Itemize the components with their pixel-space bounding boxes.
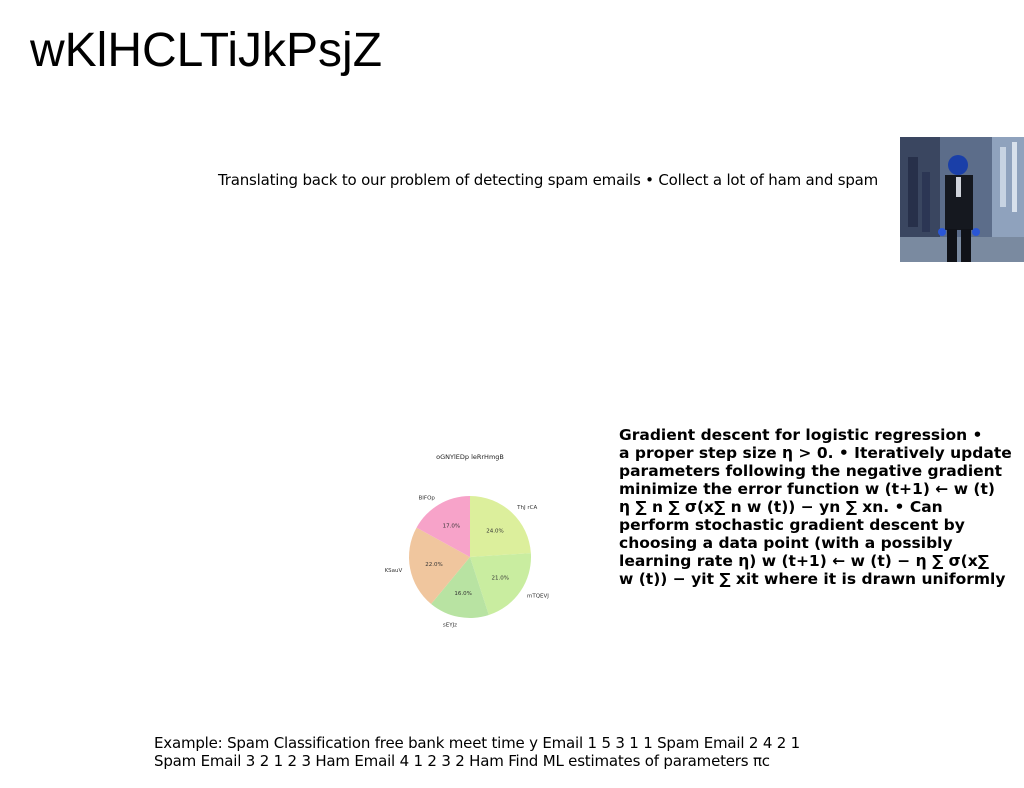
text-line: perform stochastic gradient descent by <box>619 516 965 534</box>
pie-chart-svg: oGNYlEDp leRrHmgB 24.0% ThJ rCA 21.0% mTQEV… <box>385 453 550 629</box>
pie-category-label: BIFOp <box>419 496 436 502</box>
photo-illustration <box>900 137 1024 262</box>
intro-text: Translating back to our problem of detec… <box>218 171 879 189</box>
text-line: a proper step size η > 0. • Iteratively … <box>619 444 1012 462</box>
text-line: Spam Email 3 2 1 2 3 Ham Email 4 1 2 3 2… <box>154 752 770 770</box>
pie-pct-label: 17.0% <box>443 523 460 529</box>
text-line: learning rate η) w (t+1) ← w (t) − η ∑ σ… <box>619 552 989 570</box>
pie-category-label: mTQEVJ <box>527 594 549 600</box>
photo-man-in-suit <box>900 137 1024 262</box>
pie-pct-label: 16.0% <box>454 591 471 597</box>
pie-slice-mtqevj <box>470 553 531 616</box>
text-line: Example: Spam Classification free bank m… <box>154 734 800 752</box>
pie-category-label: ThJ rCA <box>516 505 537 511</box>
pie-category-label: sEYJz <box>443 623 457 629</box>
text-line: parameters following the negative gradie… <box>619 462 1003 480</box>
text-line: minimize the error function w (t+1) ← w … <box>619 480 995 498</box>
pie-category-label: KSauV <box>385 568 403 574</box>
chart-title: oGNYlEDp leRrHmgB <box>436 453 504 461</box>
pie-slice-thj-rca <box>470 496 531 557</box>
pie-pct-label: 24.0% <box>486 528 503 534</box>
example-text: Example: Spam Classification free bank m… <box>154 734 800 770</box>
text-line: w (t)) − yit ∑ xit where it is drawn uni… <box>619 570 1006 588</box>
pie-pct-label: 22.0% <box>425 562 442 568</box>
text-line: Gradient descent for logistic regression… <box>619 426 983 444</box>
text-line: η ∑ n ∑ σ(x∑ n w (t)) − yn ∑ xn. • Can <box>619 498 943 516</box>
slide-title: wKlHCLTiJkPsjZ <box>30 24 383 77</box>
pie-slice-seyjz <box>431 557 489 618</box>
text-line: choosing a data point (with a possibly <box>619 534 953 552</box>
pie-slice-bifop <box>416 496 470 557</box>
pie-slice-ksauv <box>409 527 470 605</box>
pie-pct-label: 21.0% <box>492 576 509 582</box>
pie-chart: oGNYlEDp leRrHmgB 24.0% ThJ rCA 21.0% mTQEV… <box>380 445 560 660</box>
gradient-descent-text: Gradient descent for logistic regression… <box>619 426 1024 588</box>
